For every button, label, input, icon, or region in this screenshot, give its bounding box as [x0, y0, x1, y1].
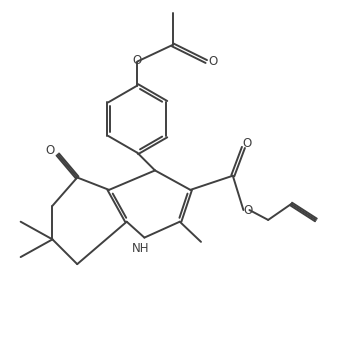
Text: O: O	[132, 54, 141, 67]
Text: NH: NH	[131, 242, 149, 256]
Text: O: O	[242, 137, 252, 151]
Text: O: O	[208, 55, 217, 68]
Text: O: O	[244, 203, 253, 217]
Text: O: O	[45, 144, 54, 158]
